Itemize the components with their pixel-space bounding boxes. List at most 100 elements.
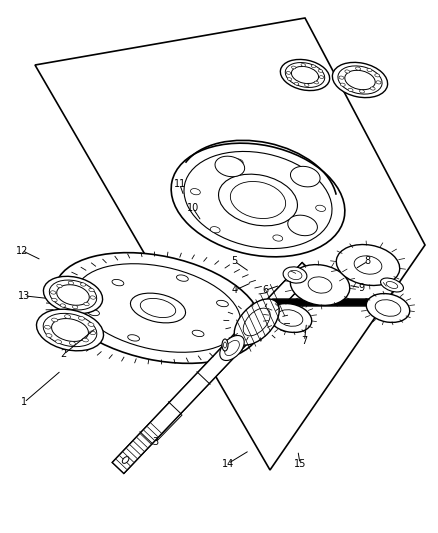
Ellipse shape: [128, 335, 140, 341]
Ellipse shape: [222, 339, 228, 351]
Text: 4: 4: [231, 286, 237, 295]
Ellipse shape: [225, 341, 240, 356]
Ellipse shape: [345, 70, 350, 73]
Ellipse shape: [52, 319, 88, 342]
Ellipse shape: [311, 65, 316, 68]
Text: 7: 7: [301, 336, 307, 346]
Ellipse shape: [339, 76, 344, 79]
Ellipse shape: [57, 284, 62, 288]
Ellipse shape: [304, 84, 309, 86]
Ellipse shape: [81, 283, 86, 286]
Ellipse shape: [294, 83, 299, 85]
Ellipse shape: [131, 293, 186, 323]
Ellipse shape: [318, 69, 323, 72]
Text: 3: 3: [152, 438, 159, 447]
Ellipse shape: [301, 63, 305, 66]
Ellipse shape: [52, 298, 57, 302]
Ellipse shape: [192, 330, 204, 337]
Ellipse shape: [43, 313, 97, 346]
Ellipse shape: [366, 294, 410, 322]
Ellipse shape: [75, 264, 240, 352]
Ellipse shape: [345, 70, 375, 90]
Ellipse shape: [360, 90, 364, 93]
Ellipse shape: [184, 151, 332, 248]
Ellipse shape: [219, 174, 297, 226]
Ellipse shape: [277, 310, 303, 326]
Ellipse shape: [243, 308, 270, 336]
Ellipse shape: [68, 281, 74, 285]
Text: 2: 2: [60, 350, 67, 359]
Ellipse shape: [308, 277, 332, 293]
Ellipse shape: [84, 302, 89, 306]
Ellipse shape: [314, 81, 318, 84]
Text: 6: 6: [262, 286, 268, 295]
Ellipse shape: [223, 342, 226, 348]
Ellipse shape: [336, 245, 400, 286]
Ellipse shape: [290, 264, 350, 305]
Ellipse shape: [367, 68, 372, 71]
Ellipse shape: [288, 270, 302, 280]
Text: 1: 1: [21, 398, 27, 407]
Ellipse shape: [56, 340, 62, 344]
Ellipse shape: [43, 276, 102, 314]
Ellipse shape: [319, 76, 324, 78]
Ellipse shape: [233, 159, 243, 165]
Ellipse shape: [215, 156, 245, 177]
Ellipse shape: [316, 205, 325, 212]
Ellipse shape: [230, 181, 286, 219]
Ellipse shape: [291, 67, 318, 84]
Ellipse shape: [370, 87, 375, 90]
Ellipse shape: [112, 279, 124, 286]
Ellipse shape: [290, 166, 320, 187]
Ellipse shape: [69, 342, 75, 345]
Ellipse shape: [280, 60, 330, 91]
Text: 11: 11: [173, 179, 186, 189]
Ellipse shape: [356, 67, 360, 70]
Ellipse shape: [375, 74, 380, 77]
Ellipse shape: [171, 143, 345, 257]
Text: 13: 13: [18, 291, 30, 301]
Ellipse shape: [88, 322, 94, 326]
Ellipse shape: [286, 71, 291, 74]
Ellipse shape: [46, 334, 52, 337]
Ellipse shape: [72, 305, 78, 309]
Ellipse shape: [273, 235, 283, 241]
Ellipse shape: [191, 189, 200, 195]
Ellipse shape: [386, 281, 398, 288]
Ellipse shape: [177, 275, 188, 281]
Ellipse shape: [45, 325, 50, 329]
Ellipse shape: [50, 291, 56, 294]
Text: 14: 14: [222, 459, 234, 469]
Ellipse shape: [90, 296, 95, 299]
Ellipse shape: [89, 331, 95, 335]
Ellipse shape: [210, 227, 220, 233]
Ellipse shape: [220, 335, 244, 360]
Ellipse shape: [88, 309, 99, 316]
Polygon shape: [112, 262, 314, 473]
Ellipse shape: [292, 66, 296, 69]
Text: 8: 8: [365, 256, 371, 266]
Ellipse shape: [354, 256, 382, 274]
Text: 5: 5: [231, 256, 237, 266]
Ellipse shape: [338, 66, 382, 94]
Ellipse shape: [82, 338, 88, 342]
Ellipse shape: [55, 253, 261, 364]
Ellipse shape: [49, 280, 97, 310]
Text: 15: 15: [294, 459, 306, 469]
Ellipse shape: [376, 81, 381, 84]
Ellipse shape: [285, 62, 325, 87]
Ellipse shape: [381, 278, 403, 292]
Ellipse shape: [78, 317, 85, 320]
Ellipse shape: [89, 288, 94, 292]
Ellipse shape: [268, 304, 312, 333]
Text: 10: 10: [187, 203, 199, 213]
Ellipse shape: [332, 62, 388, 98]
Ellipse shape: [288, 215, 318, 236]
Ellipse shape: [283, 267, 307, 283]
Ellipse shape: [375, 300, 401, 316]
Ellipse shape: [57, 285, 89, 305]
Ellipse shape: [64, 314, 71, 318]
Ellipse shape: [140, 298, 176, 318]
Ellipse shape: [340, 83, 345, 86]
Ellipse shape: [234, 299, 279, 345]
